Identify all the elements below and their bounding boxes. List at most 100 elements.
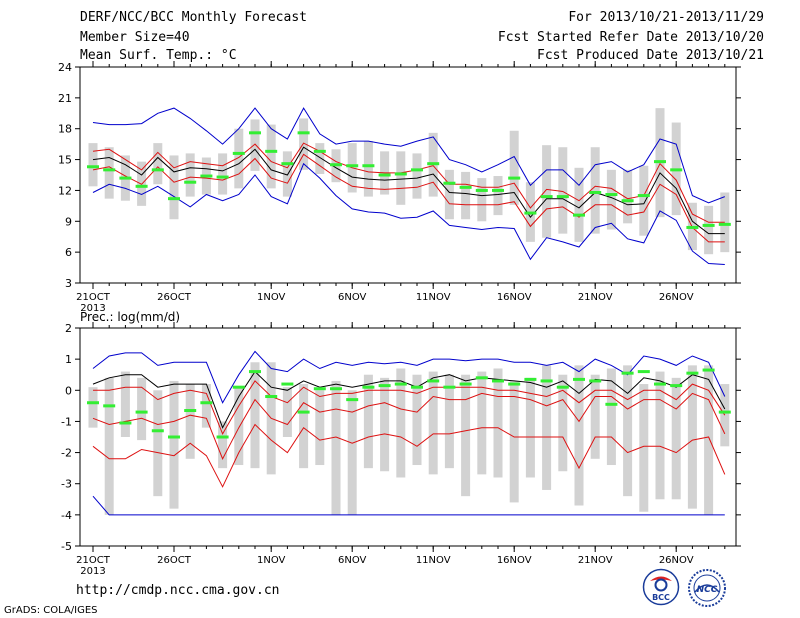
box-bar: [493, 176, 503, 216]
median-marker: [573, 213, 585, 217]
median-marker: [475, 376, 488, 380]
median-marker: [670, 384, 683, 388]
median-marker: [427, 162, 440, 166]
min-line: [92, 162, 725, 265]
grads-credit: GrADS: COLA/IGES: [4, 605, 98, 616]
median-marker: [362, 164, 375, 168]
x-tick-label: 6NOV: [338, 292, 367, 303]
box-bar: [120, 371, 130, 437]
plot-frame: [79, 327, 737, 547]
box-bar: [234, 128, 244, 189]
box-bar: [282, 151, 292, 197]
median-marker: [654, 160, 666, 164]
x-tick-label: 11NOV: [416, 292, 451, 303]
median-marker: [378, 173, 391, 177]
median-marker: [459, 382, 472, 386]
box-bar: [315, 143, 325, 174]
box-bar: [250, 362, 260, 469]
lower-spread-line: [92, 392, 726, 460]
box-bar: [363, 374, 373, 469]
y-tick-label: 0: [65, 384, 72, 397]
median-marker: [87, 401, 99, 405]
lower-spread-line: [92, 153, 725, 243]
upper-spread-line: [92, 142, 725, 223]
x-tick-label: 21NOV: [578, 292, 613, 303]
median-marker: [589, 379, 602, 383]
median-marker: [346, 164, 359, 168]
median-marker: [378, 384, 391, 388]
box-bar: [380, 377, 390, 472]
box-bar: [509, 380, 519, 503]
x-tick-label: 21NOV: [578, 555, 613, 566]
ncc-logo: NCC: [688, 569, 726, 607]
chart-title: DERF/NCC/BCC Monthly Forecast: [80, 10, 307, 25]
median-marker: [313, 387, 326, 391]
median-marker: [394, 382, 407, 386]
y-tick-label: -4: [61, 509, 72, 522]
median-marker: [151, 168, 164, 172]
box-bar: [88, 387, 98, 428]
box-bar: [412, 374, 422, 466]
median-marker: [281, 382, 294, 386]
y-tick-label: 24: [58, 61, 72, 74]
median-marker: [508, 382, 521, 386]
box-bar: [153, 143, 163, 185]
median-marker: [556, 195, 569, 199]
box-bar: [169, 155, 179, 220]
box-bar: [347, 390, 357, 515]
forecast-period-label: For 2013/10/21-2013/11/29: [568, 10, 764, 25]
median-marker: [103, 168, 116, 172]
median-marker: [443, 181, 456, 185]
median-marker: [394, 172, 407, 176]
box-bar: [574, 167, 584, 242]
median-marker: [200, 401, 213, 405]
median-marker: [443, 385, 456, 389]
median-marker: [346, 398, 359, 402]
source-url[interactable]: http://cmdp.ncc.cma.gov.cn: [76, 583, 280, 598]
box-bar: [477, 371, 487, 475]
x-tick-year-label: 2013: [80, 303, 105, 314]
median-marker: [119, 176, 132, 180]
y-tick-label: -1: [61, 415, 72, 428]
x-tick-label: 6NOV: [338, 555, 367, 566]
box-bar: [639, 384, 649, 512]
median-marker: [411, 168, 423, 172]
x-tick-label: 16NOV: [497, 555, 532, 566]
x-tick-year-label: 2013: [80, 566, 105, 577]
median-marker: [362, 385, 375, 389]
median-marker: [184, 180, 197, 184]
x-tick-label: 1NOV: [257, 292, 286, 303]
median-marker: [330, 163, 342, 167]
y-tick-label: -2: [61, 447, 72, 460]
box-bar: [525, 377, 535, 478]
box-bar: [363, 141, 373, 197]
x-tick-label: 11NOV: [416, 555, 451, 566]
box-bar: [623, 169, 633, 224]
y-tick-label: -5: [61, 540, 72, 553]
median-marker: [654, 382, 666, 386]
ncc-logo-text: NCC: [697, 585, 718, 595]
median-marker: [249, 370, 261, 374]
median-marker: [135, 184, 148, 188]
median-marker: [475, 188, 488, 192]
box-bar: [623, 365, 633, 497]
bcc-logo-text: BCC: [652, 593, 670, 602]
box-bar: [250, 119, 260, 171]
median-marker: [297, 410, 310, 414]
box-bar: [639, 165, 649, 236]
box-bar: [461, 374, 471, 497]
y-tick-label: 2: [65, 322, 72, 335]
median-marker: [637, 370, 650, 374]
median-marker: [621, 371, 634, 375]
x-tick-label: 26NOV: [659, 555, 694, 566]
box-bar: [299, 384, 309, 469]
member-size-label: Member Size=40: [80, 30, 190, 45]
y-tick-label: 1: [65, 353, 72, 366]
median-marker: [589, 190, 602, 194]
y-tick-label: 21: [58, 92, 72, 105]
median-marker: [702, 368, 715, 372]
box-bar: [590, 374, 600, 459]
median-marker: [232, 385, 245, 389]
